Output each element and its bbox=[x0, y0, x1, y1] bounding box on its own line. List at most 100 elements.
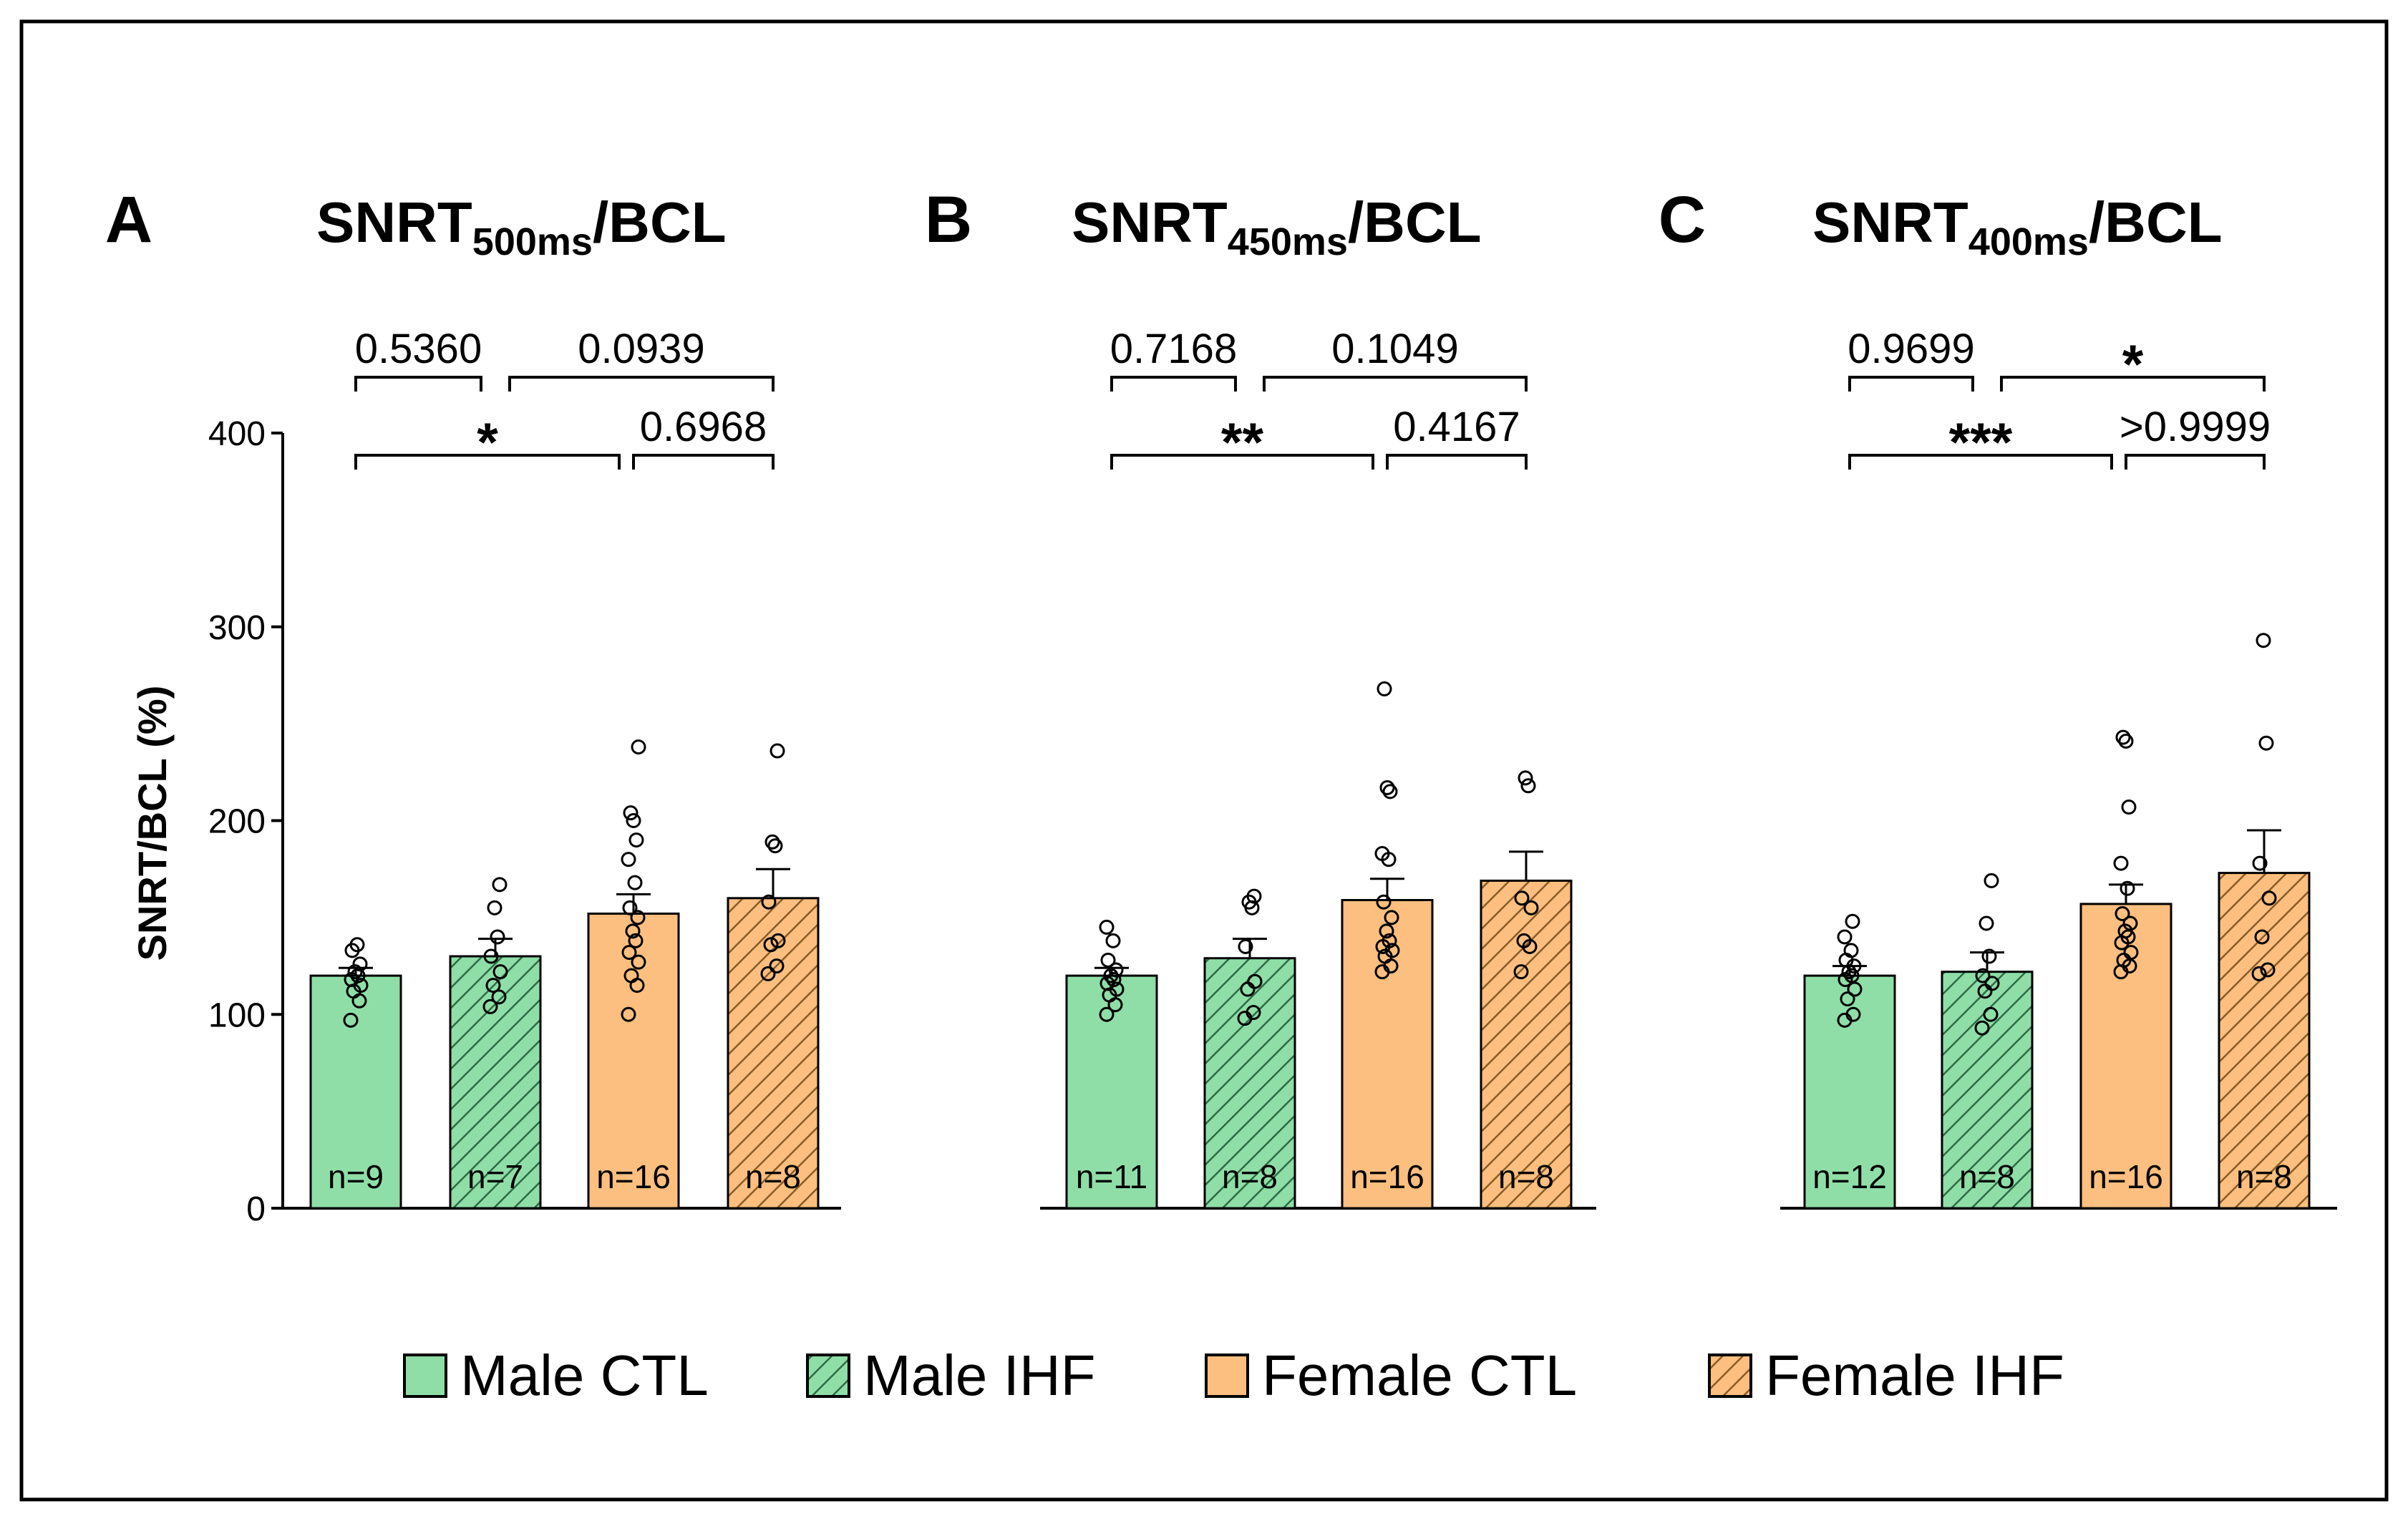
data-point bbox=[1979, 915, 1994, 931]
data-point bbox=[1379, 923, 1394, 939]
data-point bbox=[2254, 929, 2270, 945]
data-point bbox=[482, 998, 498, 1014]
data-point bbox=[483, 948, 499, 964]
legend-swatch bbox=[403, 1354, 447, 1398]
title-subscript: 450ms bbox=[1228, 220, 1348, 263]
data-point bbox=[1984, 976, 2000, 991]
data-point bbox=[1377, 681, 1392, 696]
comparison-bracket bbox=[1110, 454, 1374, 470]
data-point bbox=[621, 852, 636, 868]
data-point bbox=[760, 966, 776, 981]
data-point bbox=[1099, 919, 1115, 935]
bar bbox=[309, 974, 402, 1210]
title-subscript: 500ms bbox=[472, 220, 593, 263]
data-point bbox=[628, 933, 644, 948]
data-point bbox=[1520, 778, 1536, 794]
data-point bbox=[343, 1012, 359, 1028]
data-point bbox=[2115, 729, 2131, 745]
figure-border bbox=[19, 19, 2389, 1502]
comparison-bracket bbox=[2000, 376, 2266, 392]
data-point bbox=[2251, 966, 2267, 981]
comparison-bracket bbox=[354, 376, 482, 392]
data-point bbox=[1513, 964, 1529, 980]
n-label: n=8 bbox=[745, 1158, 801, 1195]
data-point bbox=[1246, 888, 1262, 904]
p-value-label: 0.1049 bbox=[1331, 326, 1458, 372]
n-label: n=8 bbox=[1222, 1158, 1278, 1195]
data-point bbox=[622, 900, 638, 915]
comparison-bracket bbox=[354, 454, 621, 470]
legend-swatch bbox=[1205, 1354, 1249, 1398]
y-tick-label: 200 bbox=[208, 803, 266, 841]
data-point bbox=[1845, 913, 1860, 929]
n-label: n=16 bbox=[1350, 1158, 1424, 1195]
data-point bbox=[770, 743, 785, 759]
data-point bbox=[1975, 968, 1991, 983]
bar bbox=[587, 912, 680, 1210]
panel-a: A SNRT500ms/BCL 0 100 200 300 400 n=9 n=7 n=16 n=8… bbox=[105, 183, 841, 1228]
comparison-bracket bbox=[2125, 454, 2266, 470]
legend-item: Male IHF bbox=[806, 1343, 1096, 1407]
comparison-bracket bbox=[1386, 454, 1528, 470]
data-point bbox=[621, 945, 637, 961]
comparison-bracket bbox=[508, 376, 775, 392]
data-point bbox=[2258, 735, 2274, 751]
data-point bbox=[1108, 962, 1124, 978]
data-point bbox=[2260, 962, 2276, 978]
data-point bbox=[1984, 873, 1999, 888]
data-point bbox=[1840, 991, 1855, 1007]
data-point bbox=[1379, 779, 1395, 795]
p-value-label: 0.4167 bbox=[1393, 404, 1520, 450]
n-label: n=9 bbox=[328, 1158, 384, 1195]
n-label: n=7 bbox=[467, 1158, 523, 1195]
panel-title: SNRT450ms/BCL bbox=[1072, 190, 1482, 263]
data-point bbox=[1105, 933, 1121, 948]
data-point bbox=[767, 838, 783, 854]
data-point bbox=[1837, 929, 1853, 945]
data-point bbox=[621, 1006, 636, 1022]
data-point bbox=[631, 739, 646, 755]
data-point bbox=[761, 894, 777, 910]
bar bbox=[1803, 974, 1896, 1210]
y-tick-label: 300 bbox=[208, 609, 266, 647]
data-point bbox=[1847, 981, 1863, 997]
data-point bbox=[2115, 905, 2130, 921]
panel-title: SNRT400ms/BCL bbox=[1812, 190, 2223, 263]
n-label: n=12 bbox=[1812, 1158, 1887, 1195]
y-tick-label: 400 bbox=[208, 415, 266, 453]
legend-label: Female CTL bbox=[1262, 1343, 1577, 1407]
panel-b: B SNRT450ms/BCL n=11 n=8 n=16 n=8 0.7168 0.1049… bbox=[925, 183, 1596, 1210]
data-point bbox=[1106, 972, 1122, 988]
data-point bbox=[2117, 923, 2133, 939]
data-point bbox=[1516, 933, 1532, 948]
data-point bbox=[2252, 855, 2268, 871]
data-point bbox=[1246, 1005, 1261, 1021]
panel-letter: B bbox=[925, 183, 972, 256]
data-point bbox=[492, 964, 508, 980]
legend-swatch bbox=[1708, 1354, 1752, 1398]
panel-letter: A bbox=[105, 183, 152, 256]
data-point bbox=[492, 877, 508, 893]
data-point bbox=[627, 875, 643, 890]
data-point bbox=[490, 929, 505, 945]
data-point bbox=[1238, 938, 1253, 954]
n-label: n=11 bbox=[1076, 1158, 1147, 1195]
data-point bbox=[485, 978, 501, 993]
data-point bbox=[630, 910, 646, 925]
legend: Male CTL Male IHF Female CTL Female IHF bbox=[403, 1343, 2064, 1407]
comparison-bracket bbox=[1263, 376, 1528, 392]
comparison-bracket bbox=[1110, 376, 1237, 392]
comparison-bracket bbox=[632, 454, 775, 470]
legend-item: Female IHF bbox=[1708, 1343, 2064, 1407]
data-point bbox=[2122, 915, 2138, 931]
data-point bbox=[2123, 945, 2139, 961]
data-point bbox=[2113, 855, 2129, 871]
bar bbox=[2218, 872, 2311, 1210]
legend-label: Male IHF bbox=[863, 1343, 1096, 1407]
data-point bbox=[1523, 900, 1539, 915]
p-value-label: >0.9999 bbox=[2120, 404, 2271, 450]
n-label: n=8 bbox=[2236, 1158, 2292, 1195]
data-point bbox=[770, 933, 786, 948]
